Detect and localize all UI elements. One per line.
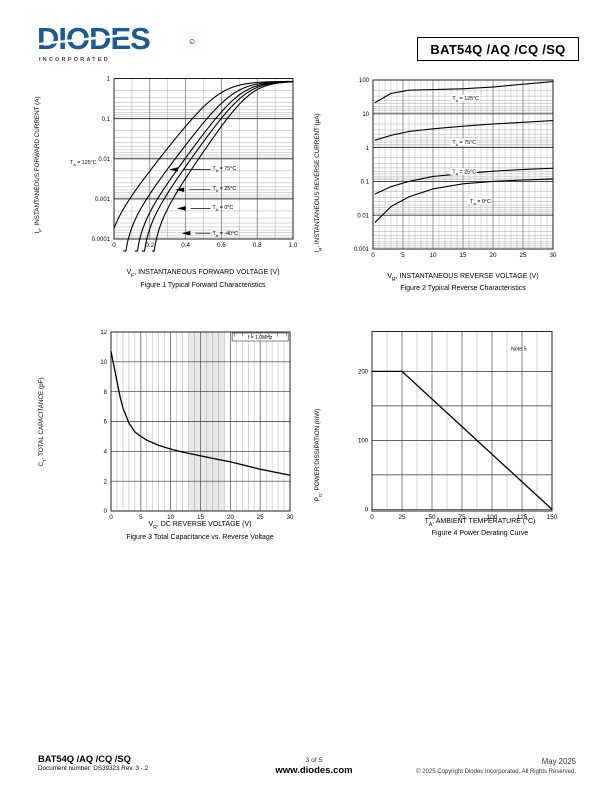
svg-text:2: 2 bbox=[104, 479, 108, 485]
svg-text:0.001: 0.001 bbox=[95, 197, 111, 203]
svg-text:10: 10 bbox=[167, 514, 175, 521]
svg-text:Figure 4 Power Derating Curve: Figure 4 Power Derating Curve bbox=[432, 530, 529, 537]
svg-text:100: 100 bbox=[359, 78, 370, 84]
svg-text:25: 25 bbox=[257, 514, 265, 521]
svg-text:4: 4 bbox=[104, 450, 108, 456]
svg-text:IR, INSTANTANEOUS REVERSE CURR: IR, INSTANTANEOUS REVERSE CURRENT (µA) bbox=[314, 113, 323, 252]
svg-text:TA, AMBIENT TEMPERATURE (°C): TA, AMBIENT TEMPERATURE (°C) bbox=[425, 517, 536, 528]
svg-text:Note 5: Note 5 bbox=[511, 346, 527, 352]
svg-text:0.001: 0.001 bbox=[354, 247, 370, 253]
svg-text:30: 30 bbox=[549, 252, 557, 259]
svg-text:TA = 25°C: TA = 25°C bbox=[213, 186, 237, 193]
svg-text:0: 0 bbox=[104, 509, 108, 515]
svg-text:1: 1 bbox=[366, 146, 370, 152]
svg-text:VR, DC REVERSE VOLTAGE (V): VR, DC REVERSE VOLTAGE (V) bbox=[149, 521, 252, 531]
svg-text:20: 20 bbox=[227, 514, 235, 521]
svg-text:Figure 3 Total Capacitance vs: Figure 3 Total Capacitance vs. Reverse V… bbox=[126, 534, 273, 541]
svg-text:0.1: 0.1 bbox=[361, 180, 370, 186]
svg-text:TA = 75°C: TA = 75°C bbox=[213, 166, 237, 173]
svg-text:200: 200 bbox=[358, 370, 369, 376]
svg-text:20: 20 bbox=[489, 252, 497, 259]
svg-text:CT, TOTAL CAPACITANCE (pF): CT, TOTAL CAPACITANCE (pF) bbox=[38, 377, 47, 466]
svg-text:100: 100 bbox=[358, 439, 369, 445]
svg-text:VF, INSTANTANEOUS FORWARD VOLT: VF, INSTANTANEOUS FORWARD VOLTAGE (V) bbox=[126, 269, 279, 279]
svg-text:25: 25 bbox=[519, 252, 527, 259]
svg-text:Figure 1 Typical Forward Char: Figure 1 Typical Forward Characteristics bbox=[140, 282, 266, 289]
svg-text:0: 0 bbox=[370, 514, 374, 521]
svg-text:1: 1 bbox=[107, 77, 111, 83]
svg-text:10: 10 bbox=[100, 360, 107, 366]
svg-text:0.01: 0.01 bbox=[98, 157, 110, 163]
svg-text:10: 10 bbox=[429, 252, 437, 259]
svg-text:15: 15 bbox=[197, 514, 205, 521]
svg-text:150: 150 bbox=[547, 514, 558, 521]
svg-text:TA = 125°C: TA = 125°C bbox=[70, 160, 97, 167]
svg-text:5: 5 bbox=[401, 252, 405, 259]
svg-text:IF, INSTANTANEOUS FORWARD CURR: IF, INSTANTANEOUS FORWARD CURRENT (A) bbox=[34, 96, 43, 233]
svg-text:0.4: 0.4 bbox=[181, 242, 190, 249]
svg-text:Figure 2 Typical Reverse Char: Figure 2 Typical Reverse Characteristics bbox=[400, 285, 526, 292]
svg-text:6: 6 bbox=[104, 420, 108, 426]
svg-text:0.0001: 0.0001 bbox=[92, 237, 111, 243]
svg-text:0: 0 bbox=[112, 242, 116, 249]
svg-text:0: 0 bbox=[365, 508, 369, 514]
svg-text:TA = 0°C: TA = 0°C bbox=[470, 199, 491, 206]
svg-text:0.8: 0.8 bbox=[253, 242, 262, 249]
svg-text:0.6: 0.6 bbox=[217, 242, 226, 249]
svg-text:0.01: 0.01 bbox=[357, 213, 369, 219]
svg-text:5: 5 bbox=[139, 514, 143, 521]
svg-text:PD, POWER DISSIPATION (mW): PD, POWER DISSIPATION (mW) bbox=[314, 409, 323, 502]
svg-text:TA = -40°C: TA = -40°C bbox=[213, 231, 239, 238]
svg-text:12: 12 bbox=[100, 330, 107, 336]
svg-text:8: 8 bbox=[104, 390, 108, 396]
svg-text:VR, INSTANTANEOUS REVERSE VOLT: VR, INSTANTANEOUS REVERSE VOLTAGE (V) bbox=[387, 273, 538, 283]
svg-text:15: 15 bbox=[459, 252, 467, 259]
svg-text:0.2: 0.2 bbox=[145, 242, 154, 249]
svg-text:0.1: 0.1 bbox=[102, 117, 111, 123]
svg-text:0: 0 bbox=[109, 514, 113, 521]
svg-text:25: 25 bbox=[398, 514, 406, 521]
svg-text:10: 10 bbox=[362, 112, 369, 118]
svg-text:30: 30 bbox=[286, 514, 294, 521]
svg-text:1.0: 1.0 bbox=[289, 242, 298, 249]
svg-text:f = 1.0MHz: f = 1.0MHz bbox=[248, 335, 273, 341]
svg-text:0: 0 bbox=[371, 252, 375, 259]
svg-text:TA = 0°C: TA = 0°C bbox=[213, 205, 234, 212]
